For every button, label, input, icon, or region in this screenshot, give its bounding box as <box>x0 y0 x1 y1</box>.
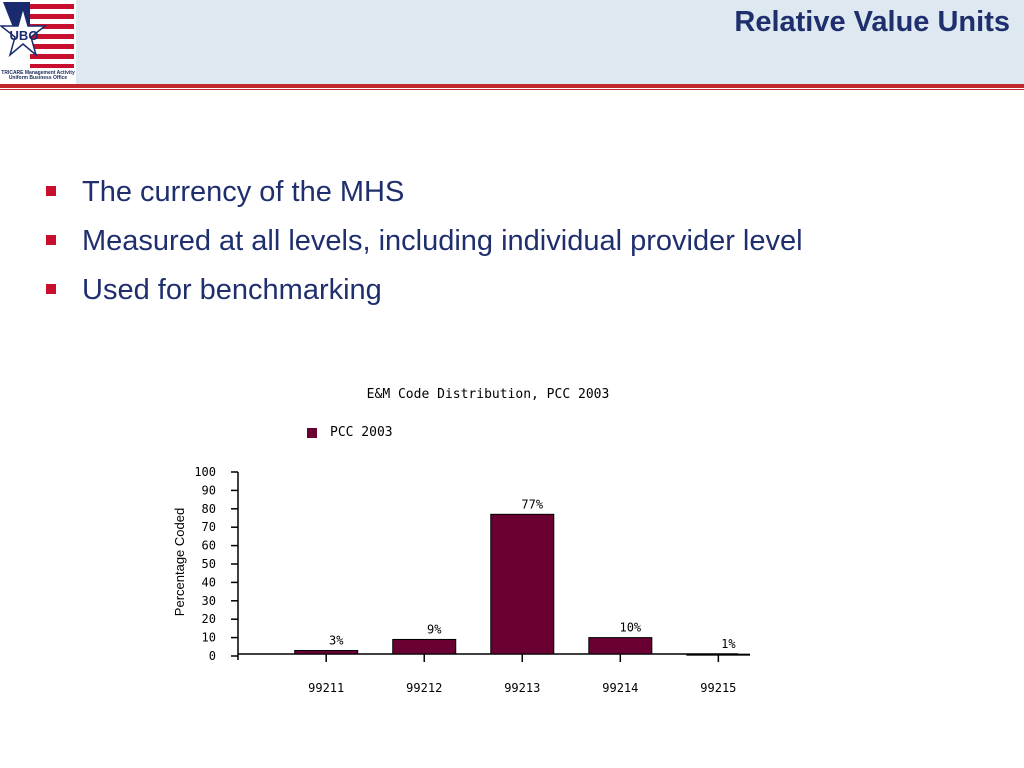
y-tick-label: 50 <box>202 557 216 571</box>
bullet-text: Used for benchmarking <box>82 274 382 306</box>
y-tick-label: 30 <box>202 594 216 608</box>
chart-title: E&M Code Distribution, PCC 2003 <box>367 387 610 402</box>
bullet-square-icon <box>46 284 56 294</box>
chart-marks: 0 10 20 30 40 50 60 70 80 90 100 3% 99211 9% 99212 77% 9… <box>194 465 750 695</box>
data-label: 10% <box>619 621 641 635</box>
y-tick-label: 60 <box>202 539 216 553</box>
x-tick-label: 99212 <box>406 681 442 695</box>
bullet-list: The currency of the MHS Measured at all … <box>44 168 803 315</box>
x-tick-label: 99211 <box>308 681 344 695</box>
logo-text: UBO <box>10 28 39 43</box>
y-tick-label: 20 <box>202 612 216 626</box>
bullet-square-icon <box>46 235 56 245</box>
logo-subtitle-line-1: TRICARE Management Activity <box>1 70 75 76</box>
y-tick-label: 80 <box>202 502 216 516</box>
y-tick-label: 40 <box>202 575 216 589</box>
em-code-distribution-chart: E&M Code Distribution, PCC 2003 PCC 2003… <box>172 387 750 695</box>
bullet-text: The currency of the MHS <box>82 176 405 208</box>
header-rule <box>0 84 1024 88</box>
legend-label: PCC 2003 <box>330 425 393 440</box>
bullet-item: Used for benchmarking <box>44 266 803 315</box>
y-tick-label: 100 <box>194 465 216 479</box>
data-label: 77% <box>521 497 543 511</box>
data-label: 1% <box>721 637 736 651</box>
legend-swatch <box>307 428 317 438</box>
bar <box>490 513 555 655</box>
bullet-item: Measured at all levels, including indivi… <box>44 217 803 266</box>
bullet-text: Measured at all levels, including indivi… <box>82 225 803 257</box>
bar <box>392 638 457 655</box>
bullet-item: The currency of the MHS <box>44 168 803 217</box>
x-tick-label: 99215 <box>700 681 736 695</box>
ubo-logo-mark: UBO <box>0 0 76 70</box>
data-label: 9% <box>427 622 442 636</box>
slide-header <box>0 0 1024 84</box>
y-tick-label: 0 <box>209 649 216 663</box>
y-tick-label: 70 <box>202 520 216 534</box>
logo-subtitle-line-2: Uniform Business Office <box>8 75 68 81</box>
y-tick-label: 10 <box>202 631 216 645</box>
data-label: 3% <box>329 633 344 647</box>
ubo-logo: UBO TRICARE Management Activity Uniform … <box>0 0 76 84</box>
y-axis-label: Percentage Coded <box>172 508 187 616</box>
page-title: Relative Value Units <box>734 6 1010 38</box>
y-tick-label: 90 <box>202 483 216 497</box>
bar <box>588 637 653 655</box>
header-rule-thin <box>0 89 1024 90</box>
logo-subtitle: TRICARE Management Activity Uniform Busi… <box>0 71 76 81</box>
bar <box>294 649 359 655</box>
bullet-square-icon <box>46 186 56 196</box>
x-tick-label: 99214 <box>602 681 638 695</box>
x-tick-label: 99213 <box>504 681 540 695</box>
